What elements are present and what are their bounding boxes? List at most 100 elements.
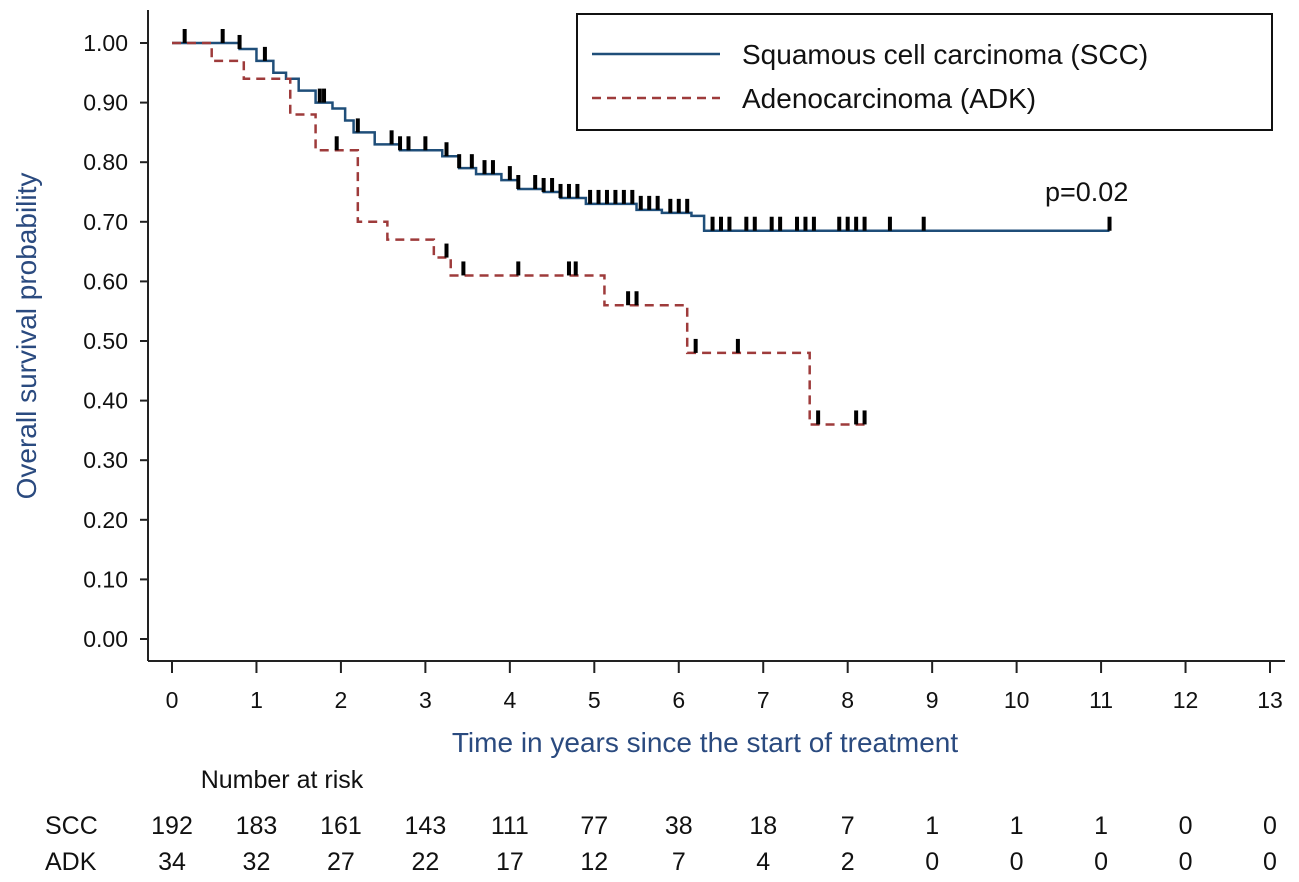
censor-mark-scc	[676, 198, 681, 213]
survival-curve-adk	[172, 41, 865, 426]
risk-count-adk: 7	[672, 848, 686, 876]
censor-mark-scc	[596, 189, 601, 204]
censor-mark-scc	[220, 29, 225, 43]
risk-count-scc: 1	[1094, 812, 1108, 840]
y-tick-label: 0.50	[83, 328, 128, 354]
censor-mark-scc	[647, 195, 652, 210]
x-ticks: 0 1 2 3 4 5 6 7 8 9 10 11 12 13	[166, 661, 1283, 713]
censor-mark-scc	[182, 29, 187, 43]
risk-count-scc: 192	[151, 812, 193, 840]
y-tick-label: 0.00	[83, 626, 128, 652]
risk-count-scc: 0	[1179, 812, 1193, 840]
censor-mark-adk	[334, 136, 339, 151]
legend-label-scc: Squamous cell carcinoma (SCC)	[742, 39, 1148, 70]
risk-count-adk: 0	[1263, 848, 1277, 876]
censor-mark-scc	[795, 216, 800, 231]
censor-mark-scc	[621, 189, 626, 204]
censor-mark-scc	[389, 130, 394, 145]
risk-table: Number at risk SCC ADK 192 183 161 143 111 77…	[45, 766, 1277, 876]
x-tick-label: 4	[503, 687, 516, 713]
censor-mark-scc	[558, 183, 563, 198]
censor-mark-scc	[727, 216, 732, 231]
risk-count-scc: 1	[1010, 812, 1024, 840]
censor-mark-scc	[490, 160, 495, 175]
censor-mark-scc	[237, 34, 242, 49]
legend-box	[576, 13, 1273, 131]
risk-count-scc: 77	[580, 812, 608, 840]
risk-count-scc: 111	[491, 812, 529, 840]
censor-mark-scc	[655, 195, 660, 210]
censor-mark-scc	[887, 216, 892, 231]
censor-mark-scc	[854, 216, 859, 231]
risk-count-scc: 1	[925, 812, 939, 840]
x-tick-label: 10	[1004, 687, 1030, 713]
censor-mark-scc	[566, 183, 571, 198]
risk-count-adk: 17	[496, 848, 524, 876]
censor-mark-scc	[1107, 216, 1112, 231]
censor-mark-scc	[604, 189, 609, 204]
risk-count-scc: 143	[405, 812, 447, 840]
y-tick-label: 0.30	[83, 447, 128, 473]
censor-mark-scc	[533, 175, 538, 190]
censor-mark-adk	[854, 410, 859, 425]
y-tick-label: 0.70	[83, 209, 128, 235]
censor-mark-scc	[482, 160, 487, 175]
censor-mark-scc	[550, 178, 555, 192]
censor-mark-scc	[811, 216, 816, 231]
censor-mark-scc	[613, 189, 618, 204]
legend: Squamous cell carcinoma (SCC) Adenocarci…	[576, 13, 1273, 131]
censor-mark-scc	[457, 154, 462, 169]
censor-mark-adk	[626, 291, 631, 306]
x-tick-label: 2	[335, 687, 348, 713]
censor-mark-scc	[685, 198, 690, 213]
censor-mark-scc	[921, 216, 926, 231]
censor-mark-adk	[573, 261, 578, 276]
risk-count-scc: 183	[236, 812, 278, 840]
y-tick-label: 0.40	[83, 388, 128, 414]
censor-mark-scc	[778, 216, 783, 231]
x-tick-label: 5	[588, 687, 601, 713]
x-tick-label: 8	[841, 687, 854, 713]
y-tick-label: 0.90	[83, 90, 128, 116]
x-tick-label: 1	[250, 687, 263, 713]
y-tick-label: 0.10	[83, 566, 128, 592]
censor-mark-adk	[461, 261, 466, 276]
y-tick-label: 0.80	[83, 149, 128, 175]
survival-curves	[172, 29, 1112, 426]
risk-row-label-adk: ADK	[45, 848, 97, 876]
censor-mark-scc	[845, 216, 850, 231]
risk-row-label-scc: SCC	[45, 812, 98, 840]
censor-mark-scc	[719, 216, 723, 231]
censor-mark-scc	[507, 166, 512, 181]
risk-count-scc: 18	[749, 812, 777, 840]
censor-mark-scc	[469, 154, 474, 169]
censor-mark-adk	[735, 338, 740, 353]
censor-mark-adk	[516, 261, 521, 276]
risk-count-adk: 32	[243, 848, 271, 876]
censor-mark-adk	[816, 410, 821, 425]
risk-count-adk: 27	[327, 848, 355, 876]
y-tick-label: 0.20	[83, 507, 128, 533]
risk-count-scc: 7	[841, 812, 855, 840]
censor-mark-scc	[769, 216, 774, 231]
risk-count-adk: 34	[158, 848, 186, 876]
y-tick-label: 0.60	[83, 268, 128, 294]
risk-count-adk: 0	[1179, 848, 1193, 876]
p-value-annotation: p=0.02	[1045, 177, 1128, 207]
x-tick-label: 11	[1089, 687, 1113, 713]
censor-mark-scc	[803, 216, 808, 231]
x-tick-label: 13	[1257, 687, 1283, 713]
censor-mark-scc	[710, 216, 715, 231]
x-tick-label: 12	[1173, 687, 1199, 713]
censor-mark-adk	[444, 243, 449, 258]
x-axis-title: Time in years since the start of treatme…	[452, 727, 958, 758]
censor-mark-scc	[630, 189, 635, 204]
censor-mark-scc	[752, 216, 757, 231]
risk-count-adk: 0	[1010, 848, 1024, 876]
censor-mark-scc	[444, 142, 449, 157]
risk-count-adk: 4	[756, 848, 770, 876]
censor-mark-scc	[638, 195, 643, 210]
legend-label-adk: Adenocarcinoma (ADK)	[742, 83, 1036, 114]
censor-mark-scc	[322, 88, 327, 103]
